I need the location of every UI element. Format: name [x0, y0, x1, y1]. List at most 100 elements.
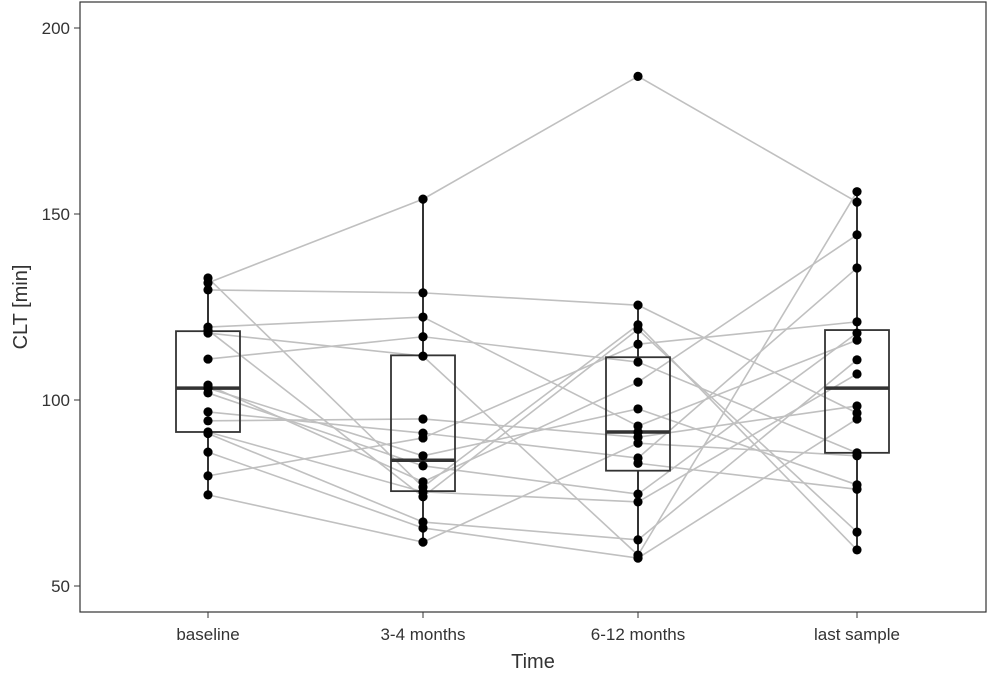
data-point	[852, 545, 862, 555]
data-point	[203, 471, 213, 481]
subject-line	[422, 432, 639, 459]
subject-line	[637, 267, 858, 459]
data-point	[633, 300, 643, 310]
data-point	[203, 285, 213, 295]
subject-line	[422, 465, 639, 495]
data-point	[633, 458, 643, 468]
subject-line	[207, 332, 424, 357]
subject-line	[207, 418, 424, 422]
data-point	[633, 535, 643, 545]
data-point	[418, 351, 428, 361]
x-tick-label: baseline	[176, 625, 239, 644]
data-points	[203, 71, 862, 563]
subject-line	[637, 373, 858, 503]
boxplots	[175, 191, 890, 559]
subject-line	[637, 234, 858, 383]
data-point	[852, 187, 862, 197]
box-iqr	[605, 356, 671, 472]
subject-line	[637, 405, 858, 438]
subject-line	[422, 442, 639, 543]
data-point	[418, 194, 428, 204]
data-point	[418, 461, 428, 471]
subject-line	[207, 494, 424, 543]
subject-line	[422, 75, 639, 200]
subject-line	[207, 432, 424, 523]
subject-line	[207, 451, 424, 529]
y-axis: 50 100 150 200	[42, 19, 80, 596]
x-tick-label: 3-4 months	[380, 625, 465, 644]
data-point	[203, 416, 213, 426]
subject-line	[422, 343, 639, 439]
data-point	[633, 438, 643, 448]
data-point	[203, 354, 213, 364]
x-tick-label: 6-12 months	[591, 625, 686, 644]
data-point	[418, 537, 428, 547]
data-point	[852, 197, 862, 207]
data-point	[418, 433, 428, 443]
subject-line	[422, 292, 639, 306]
data-point	[852, 317, 862, 327]
data-point	[852, 335, 862, 345]
data-point	[418, 487, 428, 497]
subject-lines	[207, 75, 858, 559]
data-point	[203, 447, 213, 457]
data-point	[203, 273, 213, 283]
subject-line	[422, 527, 639, 559]
subject-line	[422, 316, 639, 427]
subject-line	[207, 277, 424, 488]
subject-line	[207, 335, 424, 360]
data-point	[203, 388, 213, 398]
subject-line	[422, 355, 639, 556]
data-point	[852, 401, 862, 411]
data-point	[852, 451, 862, 461]
subject-line	[637, 442, 858, 457]
data-point	[852, 230, 862, 240]
data-point	[852, 263, 862, 273]
y-tick-label: 200	[42, 19, 70, 38]
y-tick-label: 150	[42, 205, 70, 224]
data-point	[633, 427, 643, 437]
x-axis: baseline 3-4 months 6-12 months last sample	[176, 612, 900, 644]
subject-line	[207, 384, 424, 483]
subject-line	[207, 316, 424, 328]
subject-line	[637, 75, 858, 203]
subject-line	[422, 335, 639, 363]
subject-line	[207, 198, 424, 284]
plot-border	[79, 1, 987, 613]
subject-line	[637, 418, 858, 559]
data-point	[418, 414, 428, 424]
data-point	[418, 451, 428, 461]
data-point	[633, 553, 643, 563]
data-point	[633, 339, 643, 349]
subject-line	[207, 392, 424, 467]
subject-line	[207, 329, 424, 498]
data-point	[633, 404, 643, 414]
subject-line	[422, 408, 639, 457]
data-point	[852, 355, 862, 365]
subject-line	[637, 408, 858, 486]
data-point	[633, 489, 643, 499]
data-point	[418, 288, 428, 298]
x-axis-label: Time	[511, 651, 555, 672]
y-tick-label: 50	[51, 577, 70, 596]
data-point	[852, 328, 862, 338]
data-point	[852, 369, 862, 379]
subject-line	[207, 289, 424, 294]
subject-line	[207, 437, 424, 477]
data-point	[203, 407, 213, 417]
x-tick-label: last sample	[814, 625, 900, 644]
data-point	[418, 312, 428, 322]
data-point	[203, 328, 213, 338]
subject-line	[422, 491, 639, 503]
data-point	[418, 332, 428, 342]
data-point	[633, 377, 643, 387]
subject-line	[637, 321, 858, 345]
subject-line	[637, 462, 858, 491]
data-point	[852, 527, 862, 537]
subject-line	[207, 431, 424, 493]
subject-line	[637, 361, 858, 454]
subject-line	[637, 328, 858, 533]
data-point	[418, 523, 428, 533]
data-point	[852, 484, 862, 494]
